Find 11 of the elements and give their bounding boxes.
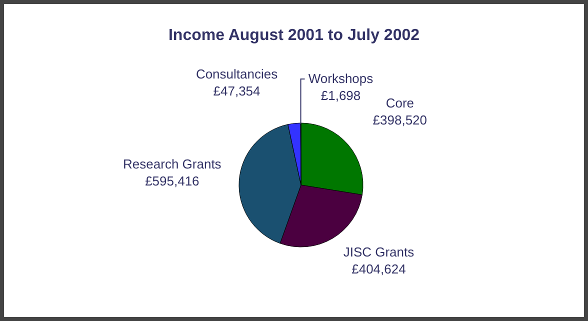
slice-label: Research Grants xyxy=(123,156,222,172)
slice-label: Core xyxy=(386,96,414,111)
data-label: £1,698 xyxy=(320,88,361,103)
data-label: £47,354 xyxy=(213,84,260,99)
chart-title: Income August 2001 to July 2002 xyxy=(167,27,421,45)
slice-label: Workshops xyxy=(308,71,374,86)
slice-label: Consultancies xyxy=(196,66,278,82)
slice-label: JISC Grants xyxy=(343,244,415,260)
data-label: £398,520 xyxy=(372,112,428,128)
data-label: £404,624 xyxy=(352,261,406,276)
data-label: £595,416 xyxy=(145,173,200,188)
